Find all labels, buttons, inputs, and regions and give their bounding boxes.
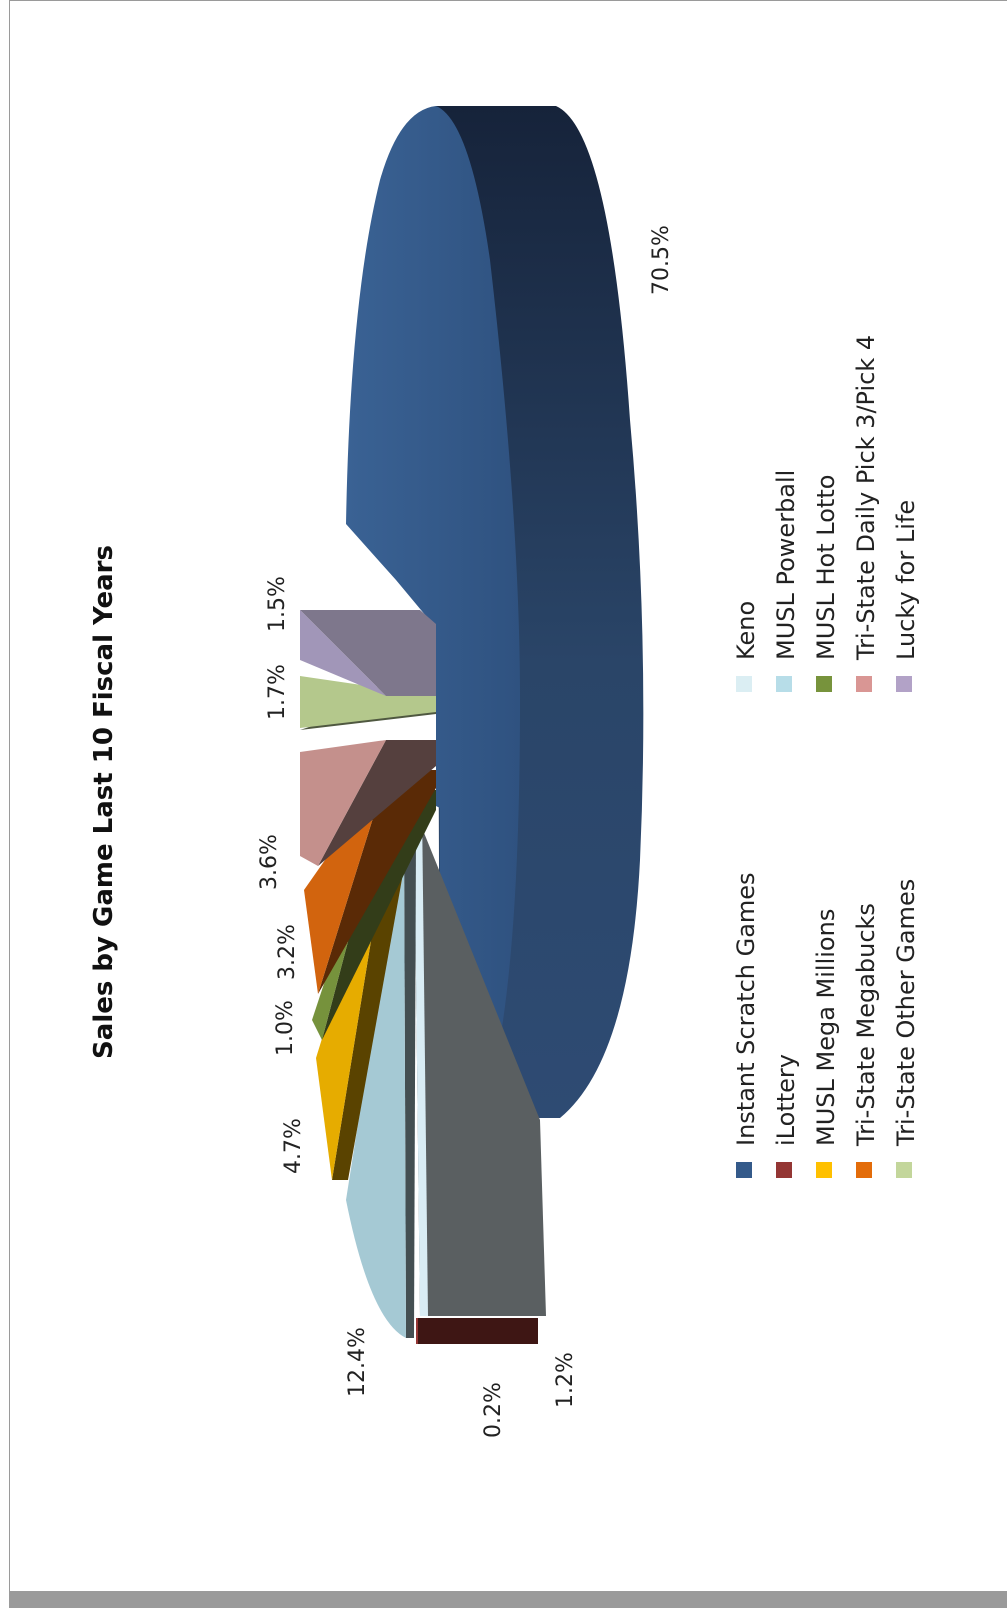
chart-title: Sales by Game Last 10 Fiscal Years	[89, 545, 119, 1059]
slice-tri-state-megabucks[interactable]	[304, 770, 436, 994]
legend-swatch-tri-state-other-games	[896, 1162, 912, 1178]
legend-swatch-keno	[736, 676, 752, 692]
legend-label-lucky-for-life: Lucky for Life	[892, 500, 920, 660]
slice-keno-side	[414, 808, 546, 1316]
legend-label-keno: Keno	[732, 601, 760, 660]
slice-musl-powerball-side	[404, 832, 416, 1338]
legend-label-ilottery: iLottery	[772, 1054, 800, 1146]
slice-ilottery[interactable]	[416, 1318, 538, 1344]
chart-legend: Instant Scratch Games iLottery MUSL Mega…	[732, 335, 920, 1178]
legend-swatch-tri-state-megabucks	[856, 1162, 872, 1178]
slice-tri-state-daily-pick[interactable]	[300, 740, 436, 866]
legend-label-instant-scratch-games: Instant Scratch Games	[732, 872, 760, 1146]
slice-tri-state-other-games-top	[300, 676, 436, 728]
data-label-tri-state-megabucks: 3.2%	[275, 924, 300, 980]
slice-instant-scratch-games[interactable]	[346, 106, 644, 1118]
data-label-musl-hot-lotto: 1.0%	[273, 1000, 298, 1056]
data-label-tri-state-daily-pick: 3.6%	[257, 834, 282, 890]
slice-lucky-for-life-top	[300, 610, 386, 696]
legend-label-tri-state-daily-pick: Tri-State Daily Pick 3/Pick 4	[852, 335, 880, 661]
legend-label-musl-hot-lotto: MUSL Hot Lotto	[812, 475, 840, 660]
slice-tri-state-daily-pick-top	[300, 740, 386, 866]
legend-label-tri-state-other-games: Tri-State Other Games	[892, 879, 920, 1147]
slice-tri-state-megabucks-top	[304, 770, 388, 994]
data-label-tri-state-other-games: 1.7%	[265, 664, 290, 720]
legend-label-musl-powerball: MUSL Powerball	[772, 470, 800, 660]
legend-swatch-lucky-for-life	[896, 676, 912, 692]
legend-swatch-tri-state-daily-pick	[856, 676, 872, 692]
legend-swatch-ilottery	[776, 1162, 792, 1178]
data-label-keno: 1.2%	[553, 1352, 578, 1408]
slice-ilottery-side	[416, 1318, 538, 1344]
legend-label-tri-state-megabucks: Tri-State Megabucks	[852, 903, 880, 1147]
slice-musl-hot-lotto-side	[322, 790, 436, 1040]
slice-tri-state-other-games[interactable]	[300, 676, 436, 730]
legend-swatch-musl-mega-millions	[816, 1162, 832, 1178]
slice-tri-state-megabucks-side	[318, 770, 436, 994]
data-label-musl-powerball: 12.4%	[345, 1327, 370, 1397]
slice-musl-mega-millions-side	[332, 812, 414, 1180]
data-label-lucky-for-life: 1.5%	[265, 576, 290, 632]
legend-swatch-instant-scratch-games	[736, 1162, 752, 1178]
slice-lucky-for-life-side	[300, 610, 436, 696]
legend-swatch-musl-hot-lotto	[816, 676, 832, 692]
slice-keno[interactable]	[414, 808, 546, 1316]
slice-musl-powerball[interactable]	[346, 832, 416, 1338]
slice-tri-state-daily-pick-side	[318, 740, 436, 866]
chart-frame	[9, 0, 1007, 1591]
legend-swatch-musl-powerball	[776, 676, 792, 692]
slice-instant-scratch-games-top	[346, 106, 520, 1118]
data-label-instant-scratch-games: 70.5%	[649, 225, 674, 295]
slice-ilottery-top	[416, 1318, 418, 1344]
slice-musl-powerball-top	[346, 832, 406, 1338]
data-label-musl-mega-millions: 4.7%	[281, 1118, 306, 1174]
slice-lucky-for-life[interactable]	[300, 610, 436, 696]
bottom-scrollbar[interactable]	[9, 1591, 1007, 1608]
slice-keno-top	[414, 808, 428, 1316]
data-label-ilottery: 0.2%	[481, 1382, 506, 1438]
legend-label-musl-mega-millions: MUSL Mega Millions	[812, 909, 840, 1146]
